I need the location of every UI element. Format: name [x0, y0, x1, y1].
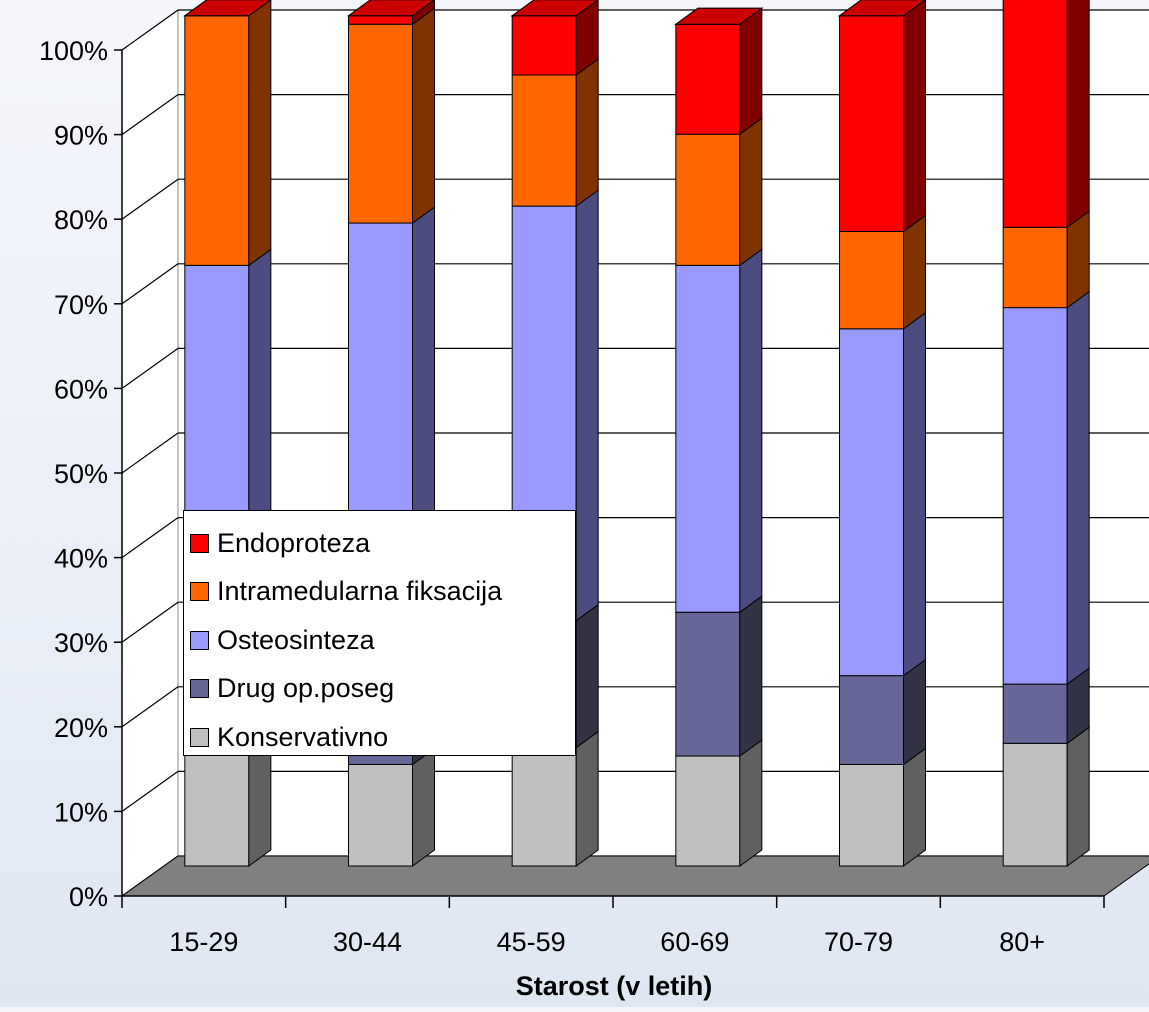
- bar-80+-Intramedularna fiksacija: [1002, 226, 1068, 309]
- bar-60-69-Osteosinteza: [675, 264, 741, 613]
- legend-item: Drug op.poseg: [190, 665, 575, 714]
- legend-swatch: [190, 630, 209, 650]
- legend-swatch: [190, 533, 209, 553]
- y-tick-label: 30%: [54, 628, 108, 658]
- gridline-depth: [121, 263, 179, 305]
- legend-label: Intramedularna fiksacija: [217, 576, 503, 607]
- y-tick-label: 70%: [54, 290, 108, 320]
- x-tick-label: 70-79: [824, 927, 893, 957]
- bar-side-80+-Konservativno: [1066, 726, 1090, 867]
- bar-side-80+-Endoproteza: [1066, 0, 1090, 229]
- legend: Endoproteza Intramedularna fiksacija Osteo…: [183, 510, 576, 756]
- legend-label: Konservativno: [217, 721, 389, 752]
- legend-item: Intramedularna fiksacija: [190, 568, 575, 617]
- bar-30-44-Endoproteza: [348, 15, 413, 25]
- bar-side-80+-Intramedularna fiksacija: [1066, 210, 1090, 309]
- y-tick-label: 40%: [54, 544, 108, 574]
- bar-70-79-Endoproteza: [839, 15, 904, 232]
- gridline-depth: [121, 432, 179, 474]
- bar-side-45-59-Osteosinteza: [575, 189, 599, 622]
- bar-30-44-Intramedularna fiksacija: [348, 23, 413, 224]
- bar-cap-60-69: [674, 7, 764, 25]
- x-tick-label: 15-29: [169, 927, 238, 957]
- bar-side-60-69-Drug op.poseg: [739, 595, 763, 758]
- bar-side-30-44-Konservativno: [412, 747, 435, 867]
- legend-swatch: [190, 679, 209, 699]
- bar-side-70-79-Intramedularna fiksacija: [903, 214, 926, 330]
- y-tick-label: 80%: [54, 205, 108, 235]
- bar-side-70-79-Konservativno: [903, 747, 926, 867]
- bar-cap-15-29: [183, 0, 272, 17]
- bar-side-30-44-Intramedularna fiksacija: [412, 7, 435, 225]
- x-tick-label: 60-69: [660, 927, 729, 957]
- bar-side-60-69-Intramedularna fiksacija: [739, 117, 763, 267]
- bar-side-45-59-Drug op.poseg: [575, 603, 599, 749]
- bar-cap-70-79: [837, 0, 927, 17]
- bar-cap-30-44: [346, 0, 436, 17]
- bar-70-79-Drug op.poseg: [839, 675, 904, 765]
- bar-70-79-Konservativno: [839, 763, 904, 867]
- x-tick-label: 45-59: [497, 927, 566, 957]
- gridline-depth: [121, 94, 179, 136]
- gridline-depth: [121, 9, 179, 51]
- bar-side-70-79-Endoproteza: [903, 0, 926, 233]
- bar-45-59-Konservativno: [511, 747, 577, 867]
- gridline-depth: [121, 347, 179, 389]
- bar-80+-Osteosinteza: [1002, 307, 1068, 685]
- legend-item: Konservativno: [190, 713, 575, 762]
- legend-item: Endoproteza: [190, 519, 575, 568]
- bar-30-44-Konservativno: [348, 763, 413, 867]
- gridline-depth: [121, 770, 179, 812]
- bar-60-69-Drug op.poseg: [675, 611, 741, 757]
- gridline-depth: [121, 601, 179, 643]
- bar-side-70-79-Drug op.poseg: [903, 658, 926, 766]
- bar-60-69-Endoproteza: [675, 23, 741, 135]
- gridline-depth: [121, 686, 179, 728]
- y-tick-label: 60%: [54, 374, 108, 404]
- bar-70-79-Intramedularna fiksacija: [839, 231, 904, 330]
- y-tick-label: 10%: [54, 797, 108, 827]
- legend-swatch: [190, 727, 209, 747]
- bar-side-45-59-Konservativno: [575, 730, 599, 867]
- bar-80+-Konservativno: [1002, 742, 1068, 867]
- bar-side-60-69-Konservativno: [739, 739, 763, 867]
- gridline-depth: [121, 178, 179, 220]
- bar-60-69-Intramedularna fiksacija: [675, 133, 741, 266]
- y-tick-label: 50%: [54, 459, 108, 489]
- bar-80+-Endoproteza: [1002, 0, 1068, 228]
- bar-side-60-69-Endoproteza: [739, 7, 763, 136]
- y-tick-label: 20%: [54, 713, 108, 743]
- plot-floor: [120, 855, 1149, 897]
- x-tick-label: 80+: [999, 927, 1045, 957]
- bar-side-60-69-Osteosinteza: [739, 248, 763, 614]
- bar-70-79-Osteosinteza: [839, 328, 904, 677]
- bar-side-70-79-Osteosinteza: [903, 311, 926, 677]
- y-tick-label: 0%: [69, 882, 108, 912]
- y-tick-label: 90%: [54, 121, 108, 151]
- bar-cap-45-59: [510, 0, 599, 17]
- bar-80+-Drug op.poseg: [1002, 683, 1068, 744]
- x-tick-label: 30-44: [333, 927, 402, 957]
- x-axis-title: Starost (v letih): [516, 971, 713, 1001]
- bar-side-80+-Osteosinteza: [1066, 290, 1090, 686]
- bar-side-15-29-Intramedularna fiksacija: [248, 0, 272, 267]
- legend-label: Endoproteza: [217, 527, 371, 558]
- legend-swatch: [190, 582, 209, 602]
- bar-side-45-59-Intramedularna fiksacija: [575, 58, 599, 208]
- bar-15-29-Konservativno: [184, 747, 250, 867]
- legend-item: Osteosinteza: [190, 616, 575, 665]
- y-tick-label: 100%: [39, 36, 108, 66]
- gridline-depth: [121, 517, 179, 559]
- bar-60-69-Konservativno: [675, 755, 741, 867]
- bar-45-59-Intramedularna fiksacija: [511, 74, 577, 207]
- bar-45-59-Endoproteza: [511, 15, 577, 76]
- legend-label: Osteosinteza: [217, 624, 375, 655]
- bar-15-29-Intramedularna fiksacija: [184, 15, 250, 266]
- legend-label: Drug op.poseg: [217, 673, 395, 704]
